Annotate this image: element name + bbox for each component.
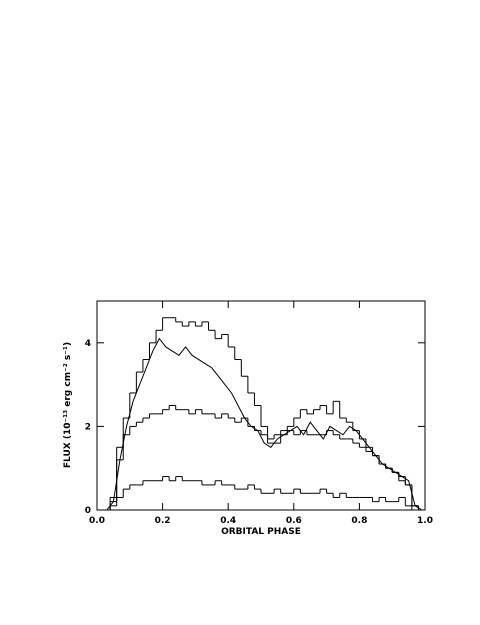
y-axis-label: FLUX (10⁻¹³ erg cm⁻² s⁻¹)	[63, 342, 73, 468]
x-tick-label: 0.2	[155, 516, 171, 526]
x-tick-label: 0.6	[286, 516, 302, 526]
y-tick-label: 0	[85, 506, 91, 516]
x-axis-label: ORBITAL PHASE	[221, 527, 301, 537]
x-tick-label: 0.8	[351, 516, 367, 526]
x-tick-label: 0.0	[89, 516, 105, 526]
line	[100, 337, 422, 511]
plot-frame	[96, 300, 426, 511]
y-tick-label: 2	[85, 422, 91, 432]
x-tick-label: 0.4	[220, 516, 236, 526]
x-tick-label: 1.0	[417, 516, 433, 526]
y-tick-label: 4	[85, 339, 91, 349]
